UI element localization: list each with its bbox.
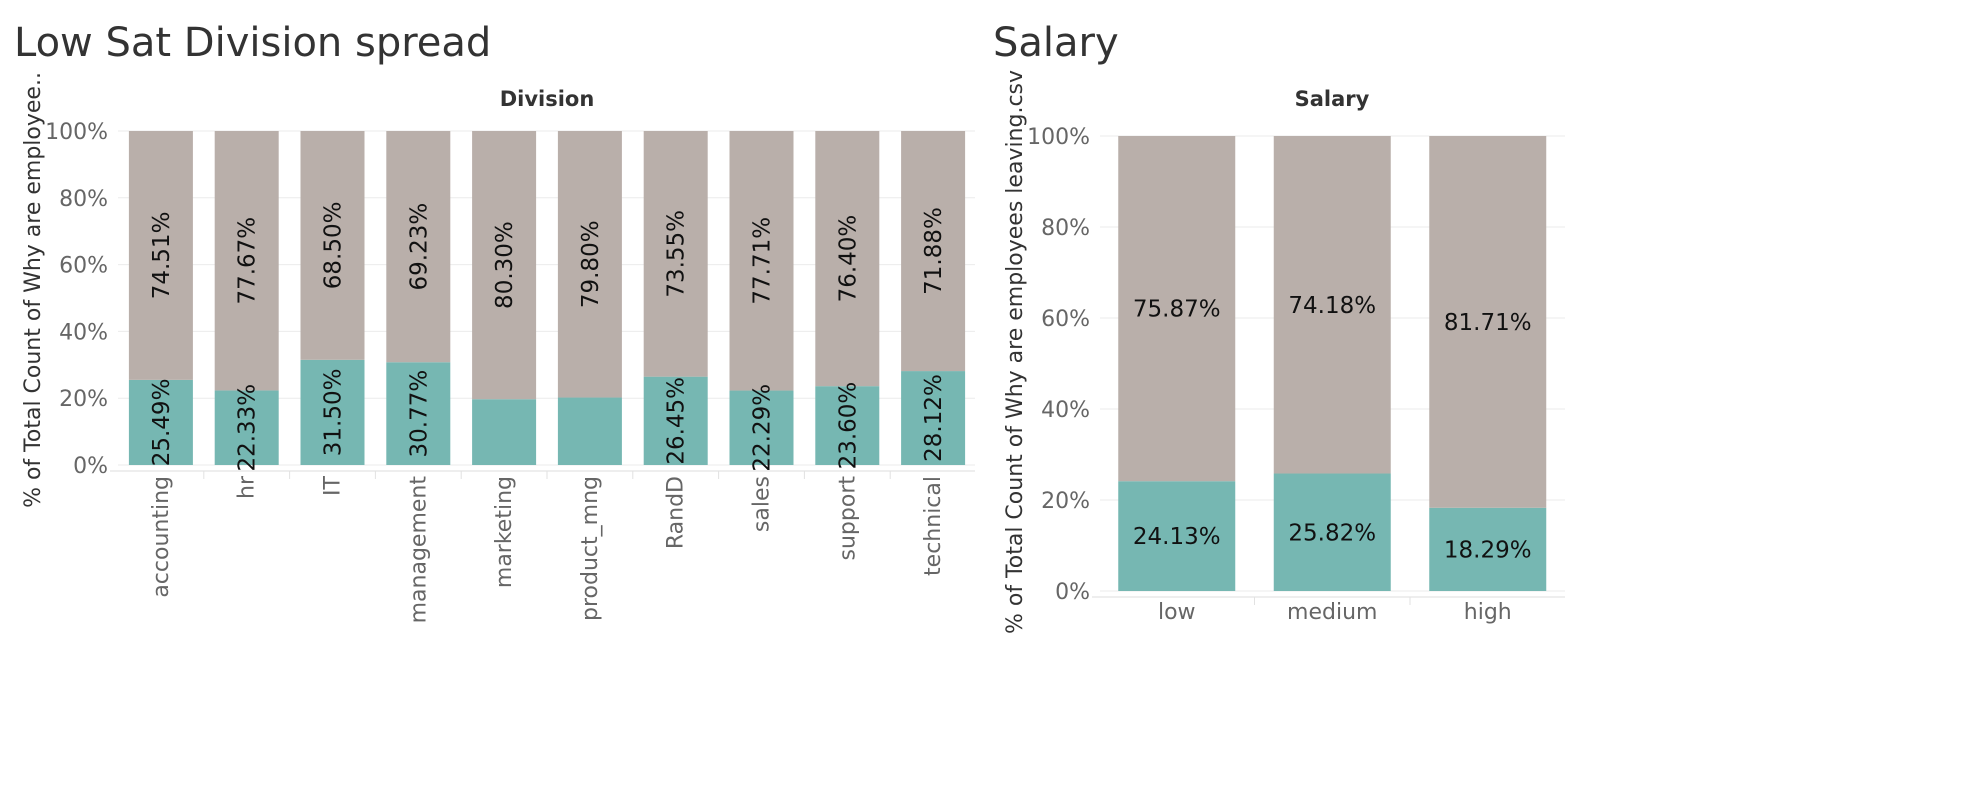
division-category-label: product_mng (578, 476, 603, 621)
division-y-tick-label: 40% (59, 320, 108, 345)
salary-data-labels: 24.13% 75.87% 25.82% 74.18% 18.29% 81.71% (1133, 293, 1532, 564)
division-data-label: 28.12% (921, 374, 947, 462)
division-bar-lower-segment[interactable] (729, 390, 794, 465)
salary-y-axis-label: % of Total Count of Why are employees le… (1003, 70, 1028, 634)
salary-bars (1118, 136, 1547, 591)
division-y-tick-label: 20% (59, 387, 108, 412)
salary-chart: Salary % of Total Count of Why are emplo… (1003, 70, 1565, 634)
division-y-tick-label: 80% (59, 187, 108, 212)
division-category-label: management (406, 476, 431, 624)
division-bar-lower-segment[interactable] (128, 379, 193, 465)
division-category-label: support (835, 476, 860, 561)
division-data-labels: 25.49% 74.51% 22.33% 77.67% 31.50% 68.50% 30.7… (149, 202, 947, 472)
salary-data-label: 24.13% (1133, 524, 1221, 550)
salary-y-tick-label: 80% (1041, 216, 1090, 241)
division-bar-upper-segment[interactable] (557, 131, 622, 398)
division-data-label: 69.23% (406, 203, 432, 291)
division-y-tick-label: 60% (59, 254, 108, 279)
division-y-tick-label: 100% (45, 120, 108, 145)
division-bar-upper-segment[interactable] (729, 131, 794, 391)
division-data-label: 22.33% (235, 384, 261, 472)
salary-column-header: Salary (1295, 87, 1370, 111)
salary-category-label: medium (1287, 600, 1377, 625)
salary-bar-upper-segment[interactable] (1118, 136, 1236, 482)
division-category-label: hr (235, 475, 260, 499)
division-bar-lower-segment[interactable] (214, 390, 279, 465)
division-bar-upper-segment[interactable] (386, 131, 451, 363)
division-bar-upper-segment[interactable] (128, 131, 193, 380)
salary-data-label: 81.71% (1444, 310, 1532, 336)
division-data-label: 23.60% (835, 382, 861, 470)
division-bar-upper-segment[interactable] (300, 131, 365, 360)
division-bar-lower-segment[interactable] (557, 397, 622, 465)
division-bar-upper-segment[interactable] (214, 131, 279, 391)
division-bar-lower-segment[interactable] (901, 371, 966, 465)
division-y-tick-label: 0% (73, 454, 108, 479)
division-data-label: 73.55% (664, 210, 690, 298)
salary-y-tick-label: 60% (1041, 307, 1090, 332)
division-data-label: 68.50% (321, 202, 347, 290)
salary-data-label: 18.29% (1444, 537, 1532, 563)
division-bar-upper-segment[interactable] (901, 131, 966, 372)
division-bar-lower-segment[interactable] (300, 359, 365, 465)
salary-bar-lower-segment[interactable] (1429, 507, 1547, 591)
division-chart-title: Low Sat Division spread (14, 20, 492, 66)
salary-y-ticks: 0% 20% 40% 60% 80% 100% (1027, 125, 1090, 605)
division-category-labels: accounting hr IT management marketing product… (149, 475, 946, 623)
salary-bar-lower-segment[interactable] (1273, 473, 1391, 591)
salary-data-label: 74.18% (1288, 293, 1376, 319)
division-bar-upper-segment[interactable] (815, 131, 880, 387)
division-chart: Division % of Total Count of Why are emp… (21, 72, 975, 623)
salary-bar-lower-segment[interactable] (1118, 481, 1236, 591)
division-category-label: IT (321, 475, 346, 495)
division-bars (128, 131, 966, 465)
salary-y-tick-label: 20% (1041, 489, 1090, 514)
salary-category-label: high (1464, 600, 1512, 625)
salary-category-label: low (1158, 600, 1196, 625)
division-category-label: marketing (492, 476, 517, 588)
division-category-label: sales (750, 476, 775, 532)
division-y-axis-label: % of Total Count of Why are employee.. (21, 72, 46, 508)
division-data-label: 79.80% (578, 220, 604, 308)
division-data-label: 71.88% (921, 207, 947, 295)
division-data-label: 76.40% (835, 215, 861, 303)
division-category-label: technical (921, 476, 946, 576)
salary-bar-upper-segment[interactable] (1429, 136, 1547, 508)
division-bar-upper-segment[interactable] (643, 131, 708, 377)
division-category-label: RandD (664, 476, 689, 549)
division-y-ticks: 0% 20% 40% 60% 80% 100% (45, 120, 108, 479)
division-data-label: 74.51% (149, 212, 175, 300)
division-bar-lower-segment[interactable] (472, 399, 537, 465)
division-data-label: 77.71% (750, 217, 776, 305)
salary-data-label: 25.82% (1288, 520, 1376, 546)
salary-chart-title: Salary (993, 20, 1119, 66)
division-bar-lower-segment[interactable] (815, 386, 880, 465)
salary-bar-upper-segment[interactable] (1273, 136, 1391, 474)
salary-y-tick-label: 100% (1027, 125, 1090, 150)
division-data-label: 80.30% (492, 221, 518, 309)
salary-data-label: 75.87% (1133, 297, 1221, 323)
division-bar-lower-segment[interactable] (643, 376, 708, 465)
division-column-header: Division (500, 87, 595, 111)
division-data-label: 77.67% (235, 217, 261, 305)
salary-y-tick-label: 40% (1041, 398, 1090, 423)
division-data-label: 31.50% (321, 369, 347, 457)
salary-y-tick-label: 0% (1055, 580, 1090, 605)
salary-category-labels: low medium high (1158, 600, 1512, 625)
division-data-label: 25.49% (149, 379, 175, 467)
division-category-label: accounting (149, 476, 174, 598)
division-bar-upper-segment[interactable] (472, 131, 537, 400)
division-data-label: 22.29% (750, 384, 776, 472)
division-data-label: 30.77% (406, 370, 432, 458)
division-data-label: 26.45% (664, 377, 690, 465)
division-bar-lower-segment[interactable] (386, 362, 451, 465)
